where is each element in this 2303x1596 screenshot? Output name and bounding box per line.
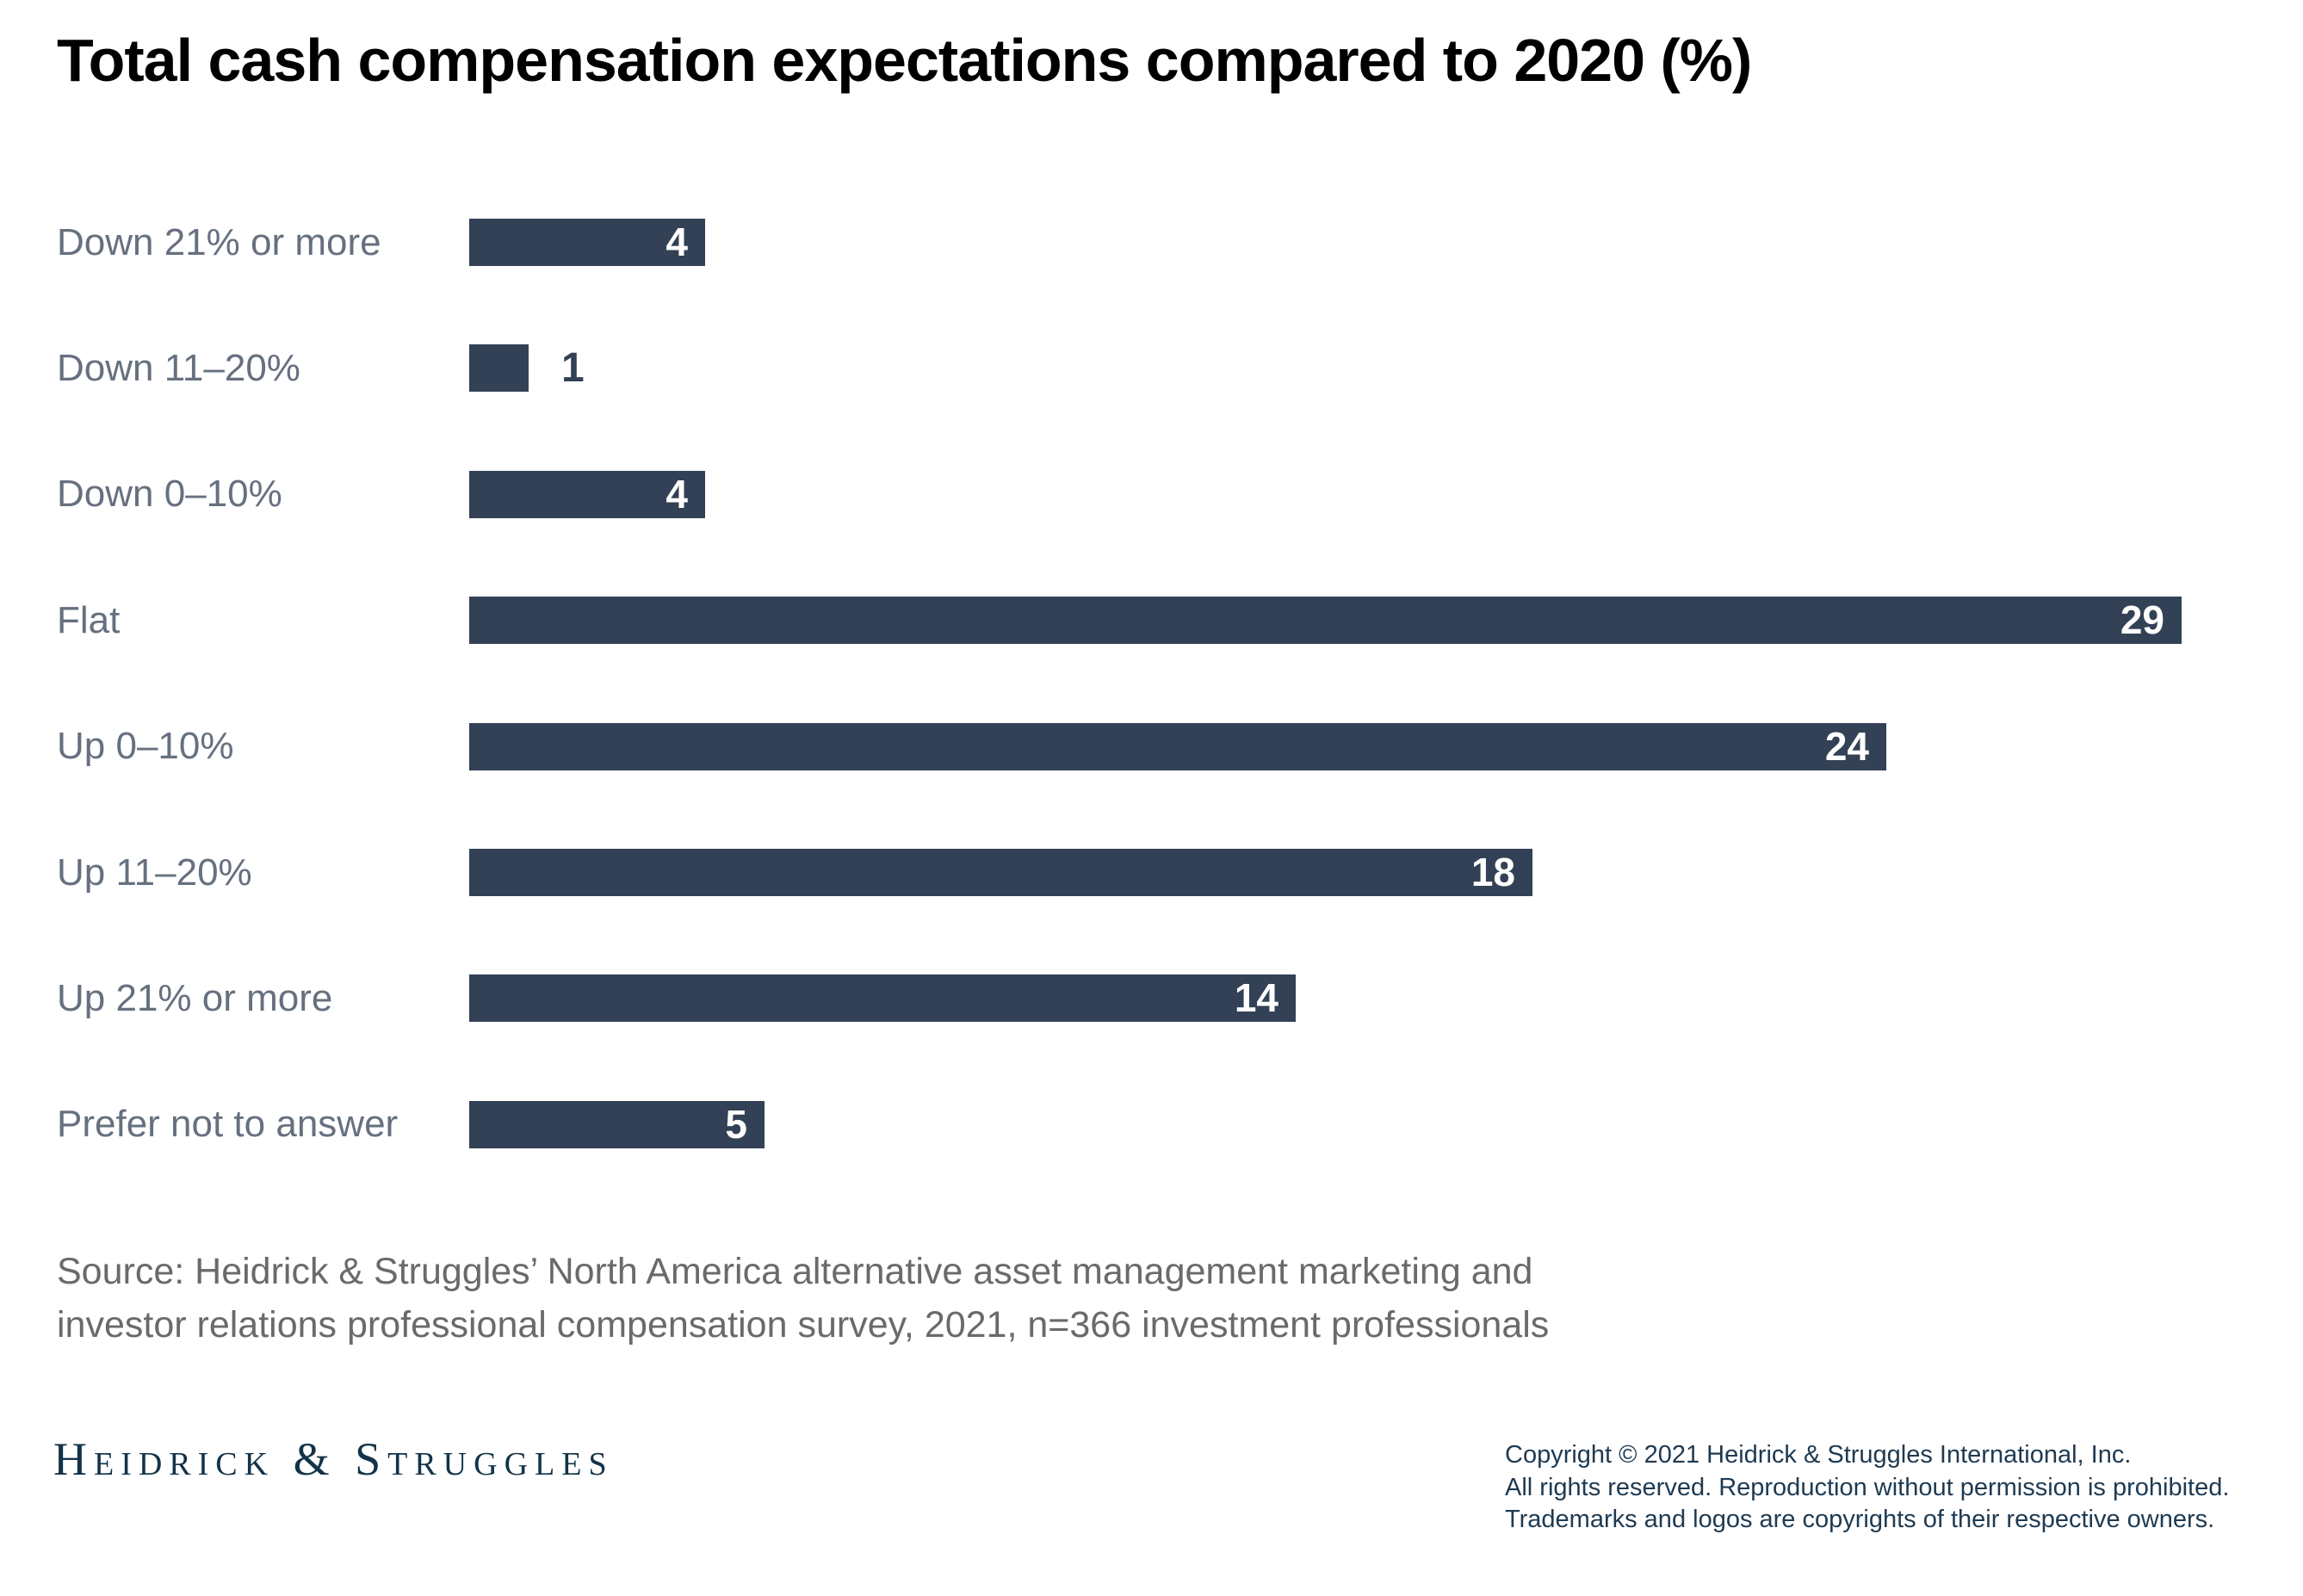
- category-label: Up 21% or more: [57, 976, 333, 1019]
- bar: 14: [469, 974, 1296, 1023]
- bar: 29: [469, 597, 2182, 645]
- value-label: 14: [1234, 975, 1278, 1021]
- chart-row: Down 0–10% 4: [0, 470, 2303, 518]
- chart-title: Total cash compensation expectations com…: [57, 27, 1752, 94]
- value-label: 4: [666, 471, 688, 517]
- value-label: 24: [1824, 723, 1869, 769]
- chart-row: Up 0–10% 24: [0, 722, 2303, 770]
- category-label: Up 0–10%: [57, 725, 234, 768]
- bar: 1: [469, 344, 585, 393]
- copyright-line-1: Copyright © 2021 Heidrick & Struggles In…: [1505, 1441, 2132, 1469]
- copyright-line-3: Trademarks and logos are copyrights of t…: [1505, 1506, 2215, 1533]
- chart-row: Up 11–20% 18: [0, 849, 2303, 896]
- category-label: Flat: [57, 598, 121, 641]
- copyright-note: Copyright © 2021 Heidrick & Struggles In…: [1505, 1439, 2229, 1537]
- category-label: Up 11–20%: [57, 851, 252, 894]
- value-label: 29: [2120, 597, 2164, 643]
- bar: 24: [469, 722, 1886, 770]
- value-label: 1: [561, 345, 585, 392]
- source-line-1: Source: Heidrick & Struggles’ North Amer…: [57, 1251, 1533, 1292]
- value-label: 18: [1470, 850, 1515, 894]
- chart-row: Down 11–20% 1: [0, 344, 2303, 393]
- value-label: 5: [725, 1101, 747, 1147]
- category-label: Prefer not to answer: [57, 1103, 399, 1146]
- chart-row: Prefer not to answer 5: [0, 1100, 2303, 1148]
- category-label: Down 21% or more: [57, 220, 381, 263]
- company-logo: Heidrick & Struggles: [53, 1433, 614, 1485]
- value-label: 4: [666, 220, 688, 264]
- chart-row: Down 21% or more 4: [0, 219, 2303, 266]
- source-line-2: investor relations professional compensa…: [57, 1304, 1550, 1345]
- category-label: Down 0–10%: [57, 473, 282, 516]
- bar: 18: [469, 849, 1532, 896]
- bar: 5: [469, 1100, 765, 1148]
- category-label: Down 11–20%: [57, 346, 300, 389]
- chart-row: Flat 29: [0, 597, 2303, 645]
- bar: 4: [469, 219, 705, 266]
- copyright-line-2: All rights reserved. Reproduction withou…: [1505, 1473, 2230, 1501]
- source-note: Source: Heidrick & Struggles’ North Amer…: [57, 1245, 1549, 1352]
- bar: 4: [469, 470, 705, 518]
- chart-row: Up 21% or more 14: [0, 974, 2303, 1023]
